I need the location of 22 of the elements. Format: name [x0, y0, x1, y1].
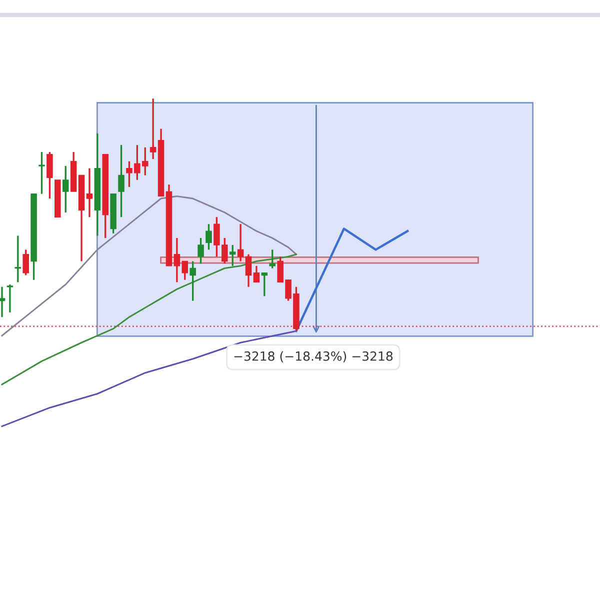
candlestick — [118, 144, 124, 218]
candlestick — [150, 98, 156, 160]
candlestick — [38, 151, 45, 195]
candlestick — [46, 151, 53, 200]
candlestick — [253, 265, 260, 284]
candlestick — [86, 167, 93, 218]
candlestick — [206, 223, 212, 250]
candlestick — [6, 284, 14, 314]
candlestick — [0, 286, 6, 318]
candlestick — [229, 244, 236, 267]
candlestick — [174, 237, 180, 284]
candlestick — [190, 260, 196, 302]
candlestick — [237, 223, 244, 262]
candlestick — [269, 248, 276, 270]
candlestick — [261, 272, 268, 297]
candlestick — [245, 253, 252, 288]
candlestick — [22, 248, 29, 276]
candlestick — [182, 260, 188, 281]
candlestick — [198, 237, 204, 264]
text: −3218 (−18.43%) −3218 — [234, 351, 393, 362]
candlestick — [62, 165, 69, 214]
candlestick — [14, 234, 22, 284]
